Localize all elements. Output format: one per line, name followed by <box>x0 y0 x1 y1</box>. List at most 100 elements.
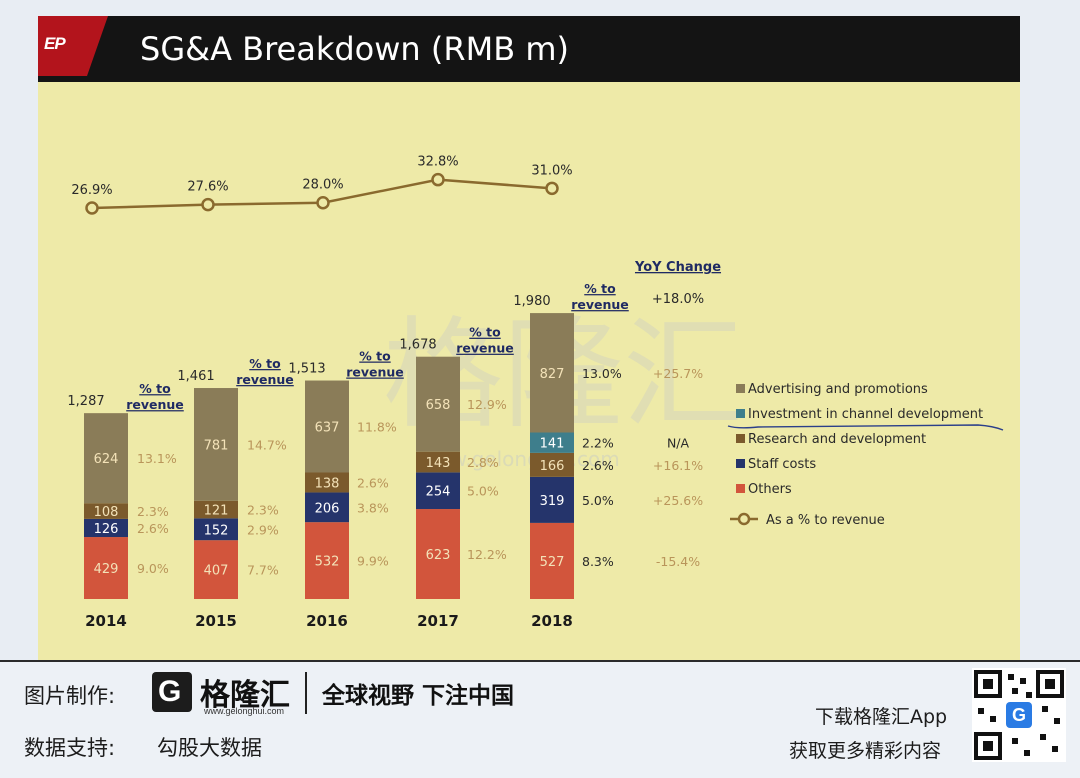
bar-segment <box>305 522 349 599</box>
year-label: 2018 <box>531 612 573 630</box>
bar-segment <box>305 492 349 523</box>
bar-segment <box>194 518 238 541</box>
footer-divider <box>0 660 1080 662</box>
yoy-value: -15.4% <box>656 554 700 569</box>
year-label: 2016 <box>306 612 348 630</box>
pct-label: 12.9% <box>467 397 507 412</box>
yoy-total-label: +18.0% <box>652 292 704 307</box>
revenue-pct-point <box>316 195 330 210</box>
brand-logo-icon: G <box>152 672 192 712</box>
logo-text: EP <box>44 34 66 53</box>
pct-label: 13.1% <box>137 451 177 466</box>
pct-header-line1: % to <box>469 325 501 340</box>
slide: EP SG&A Breakdown (RMB m) 格隆汇www.gelongh… <box>38 16 1020 660</box>
legend-swatch <box>736 484 745 493</box>
pct-header-line2: revenue <box>126 397 184 412</box>
bar-value-label: 206 <box>315 501 340 516</box>
bar-segment <box>305 380 349 473</box>
bar-value-label: 827 <box>540 367 565 382</box>
pct-header-line2: revenue <box>456 341 514 356</box>
pct-label: 5.0% <box>467 484 499 499</box>
legend-swatch <box>736 434 745 443</box>
revenue-pct-label: 31.0% <box>531 163 572 178</box>
sga-chart: 格隆汇www.gelonghui.com4299.0%1262.6%1082.3… <box>67 155 1004 630</box>
bar-segment <box>84 537 128 599</box>
bar-segment <box>530 452 574 477</box>
yoy-value: +16.1% <box>653 458 703 473</box>
legend-label: Research and development <box>748 432 926 447</box>
bar-value-label: 121 <box>204 504 229 519</box>
revenue-pct-point <box>431 172 445 187</box>
revenue-pct-point <box>85 201 99 215</box>
brand-name: 格隆汇 <box>200 678 290 713</box>
pct-label: 2.6% <box>357 475 389 490</box>
pct-label: 9.9% <box>357 554 389 569</box>
pct-header-line1: % to <box>359 349 391 364</box>
bar-value-label: 527 <box>540 555 565 570</box>
yoy-value: +25.6% <box>653 493 703 508</box>
bar-segment <box>530 476 574 523</box>
pct-label: 9.0% <box>137 561 169 576</box>
year-label: 2015 <box>195 612 237 630</box>
total-label: 1,678 <box>399 338 436 353</box>
bar-value-label: 624 <box>94 452 119 467</box>
legend-line-marker <box>737 512 751 526</box>
legend-swatch <box>736 409 745 418</box>
slogan: 全球视野 下注中国 <box>322 683 515 709</box>
pct-header-line2: revenue <box>236 372 294 387</box>
brand-separator <box>305 672 307 714</box>
bar-segment <box>530 432 574 453</box>
bar-segment <box>416 451 460 473</box>
pct-label: 2.9% <box>247 522 279 537</box>
pct-label: 3.8% <box>357 500 389 515</box>
legend-label: Investment in channel development <box>748 407 983 422</box>
bar-segment <box>305 472 349 493</box>
pct-label: 5.0% <box>582 493 614 508</box>
pct-label: 11.8% <box>357 420 397 435</box>
made-by-label: 图片制作: <box>24 684 116 708</box>
bar-segment <box>194 388 238 501</box>
bar-value-label: 141 <box>540 437 565 452</box>
pct-header-line1: % to <box>249 356 281 371</box>
pct-label: 12.2% <box>467 547 507 562</box>
bar-segment <box>84 503 128 519</box>
pct-label: 8.3% <box>582 554 614 569</box>
qr-pattern <box>974 670 1064 760</box>
bar-segment <box>530 313 574 433</box>
pct-label: 2.8% <box>467 455 499 470</box>
revenue-pct-point <box>545 181 559 196</box>
legend-label: As a % to revenue <box>766 513 885 528</box>
bar-value-label: 152 <box>204 523 229 538</box>
slide-header: EP SG&A Breakdown (RMB m) <box>38 16 1020 82</box>
total-label: 1,287 <box>67 394 104 409</box>
bar-value-label: 658 <box>426 398 451 413</box>
bar-segment <box>416 509 460 599</box>
pct-label: 2.6% <box>137 521 169 536</box>
legend-swatch <box>736 459 745 468</box>
bar-segment <box>194 500 238 519</box>
legend-swatch <box>736 384 745 393</box>
pct-header-line1: % to <box>139 381 171 396</box>
bar-segment <box>416 472 460 510</box>
legend-label: Staff costs <box>748 457 816 472</box>
year-label: 2014 <box>85 612 127 630</box>
footer: 图片制作: G 格隆汇 www.gelonghui.com 全球视野 下注中国 … <box>0 660 1080 778</box>
qr-code[interactable]: G <box>972 668 1066 762</box>
bar-segment <box>194 540 238 599</box>
yoy-value: +25.7% <box>653 366 703 381</box>
more-content-text: 获取更多精彩内容 <box>789 740 942 762</box>
pct-label: 2.3% <box>247 503 279 518</box>
legend-label: Advertising and promotions <box>748 382 928 397</box>
bar-value-label: 138 <box>315 476 340 491</box>
bar-value-label: 143 <box>426 456 451 471</box>
download-app-text[interactable]: 下载格隆汇App <box>815 706 948 728</box>
pct-label: 7.7% <box>247 563 279 578</box>
yoy-value: N/A <box>667 436 690 451</box>
bar-value-label: 126 <box>94 522 119 537</box>
bar-value-label: 108 <box>94 505 119 520</box>
pct-label: 14.7% <box>247 437 287 452</box>
revenue-pct-label: 28.0% <box>302 178 343 193</box>
bar-value-label: 254 <box>426 485 451 500</box>
bar-value-label: 429 <box>94 562 119 577</box>
pct-label: 2.2% <box>582 436 614 451</box>
